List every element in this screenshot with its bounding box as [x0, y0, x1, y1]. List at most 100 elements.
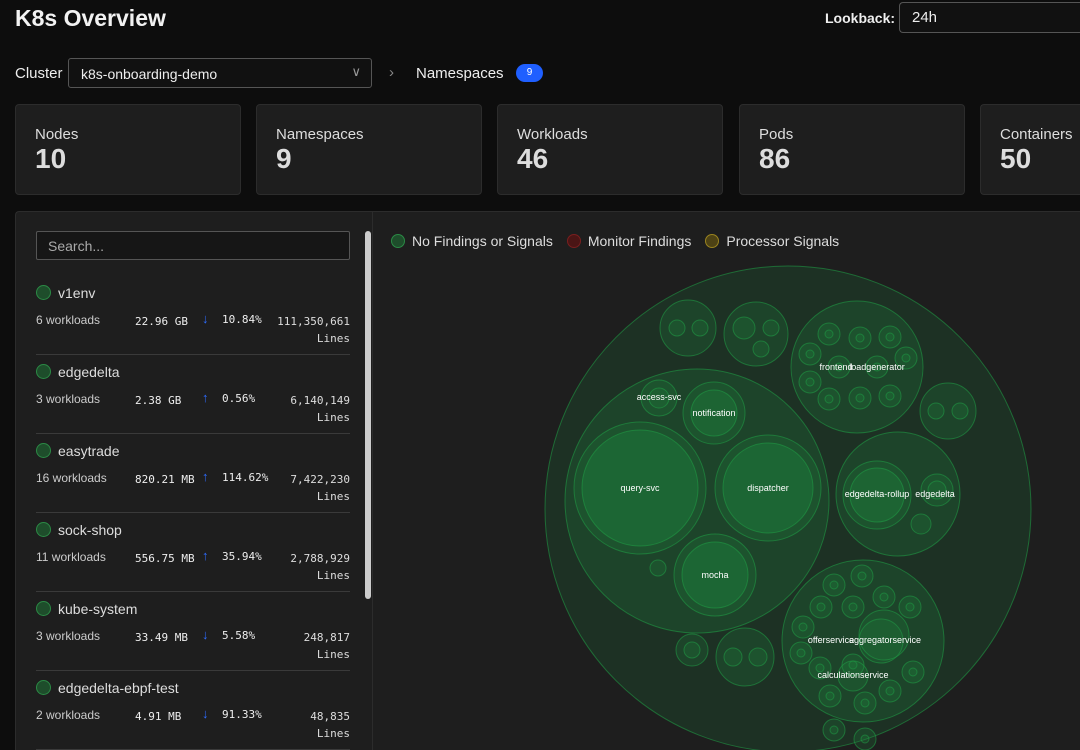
pod-bubble[interactable] [905, 602, 915, 612]
workload-bubble[interactable] [683, 641, 701, 659]
workload-bubble[interactable] [573, 421, 707, 555]
workload-bubble[interactable] [853, 727, 877, 750]
pod-bubble[interactable] [824, 329, 834, 339]
workload-bubble[interactable] [853, 691, 877, 715]
pod-bubble[interactable] [885, 332, 895, 342]
namespace-list-item[interactable]: v1env 6 workloads 22.96 GB ↓ 10.84% 111,… [36, 276, 350, 355]
workload-bubble[interactable] [809, 595, 833, 619]
pod-bubble[interactable] [872, 362, 882, 372]
pod-bubble[interactable] [908, 667, 918, 677]
pod-bubble[interactable] [829, 580, 839, 590]
pod-bubble[interactable] [860, 734, 870, 744]
workload-bubble[interactable] [798, 370, 822, 394]
workload-bubble[interactable] [858, 609, 910, 661]
workload-bubble[interactable] [714, 434, 822, 542]
pod-bubble[interactable] [829, 725, 839, 735]
workload-bubble[interactable] [732, 316, 756, 340]
workload-bubble[interactable] [910, 513, 932, 535]
pod-bubble[interactable] [681, 541, 749, 609]
workload-bubble[interactable] [762, 319, 780, 337]
workload-bubble[interactable] [827, 355, 851, 379]
namespace-bubble[interactable] [835, 431, 961, 557]
pod-bubble[interactable] [798, 622, 808, 632]
pod-bubble[interactable] [885, 686, 895, 696]
namespace-list-item[interactable]: kube-system 3 workloads 33.49 MB ↓ 5.58%… [36, 592, 350, 671]
search-input[interactable] [36, 231, 350, 260]
workload-bubble[interactable] [808, 656, 832, 680]
pod-bubble[interactable] [848, 602, 858, 612]
scrollbar[interactable] [365, 231, 371, 599]
namespace-list-item[interactable]: easytrade 16 workloads 820.21 MB ↑ 114.6… [36, 434, 350, 513]
workload-bubble[interactable] [817, 322, 841, 346]
cluster-select[interactable]: k8s-onboarding-demo ∨ [68, 58, 372, 88]
pod-bubble[interactable] [855, 333, 865, 343]
pod-bubble[interactable] [927, 480, 947, 500]
pod-bubble[interactable] [805, 377, 815, 387]
workload-bubble[interactable] [791, 615, 815, 639]
pod-bubble[interactable] [860, 698, 870, 708]
workload-bubble[interactable] [837, 660, 869, 692]
workload-bubble[interactable] [878, 325, 902, 349]
namespace-bubble[interactable] [675, 633, 709, 667]
pod-bubble[interactable] [805, 349, 815, 359]
workload-bubble[interactable] [691, 319, 709, 337]
workload-bubble[interactable] [649, 559, 667, 577]
workload-bubble[interactable] [723, 647, 743, 667]
workload-bubble[interactable] [682, 381, 746, 445]
workload-bubble[interactable] [842, 460, 912, 530]
workload-bubble[interactable] [848, 326, 872, 350]
pod-bubble[interactable] [824, 394, 834, 404]
pod-bubble[interactable] [815, 663, 825, 673]
workload-bubble[interactable] [865, 355, 889, 379]
pod-bubble[interactable] [857, 571, 867, 581]
workload-bubble[interactable] [798, 342, 822, 366]
workload-bubble[interactable] [927, 402, 945, 420]
workload-bubble[interactable] [673, 533, 757, 617]
workload-bubble[interactable] [640, 379, 678, 417]
workload-bubble[interactable] [817, 387, 841, 411]
workload-bubble[interactable] [752, 340, 770, 358]
workload-bubble[interactable] [818, 684, 842, 708]
pod-bubble[interactable] [796, 648, 806, 658]
namespace-bubble[interactable] [781, 559, 945, 723]
workload-bubble[interactable] [951, 402, 969, 420]
workload-bubble[interactable] [841, 595, 865, 619]
workload-bubble[interactable] [850, 564, 874, 588]
pod-bubble[interactable] [690, 389, 738, 437]
workload-bubble[interactable] [668, 319, 686, 337]
pod-bubble[interactable] [722, 442, 814, 534]
workload-bubble[interactable] [748, 647, 768, 667]
pod-bubble[interactable] [849, 467, 905, 523]
namespace-bubble-chart[interactable]: query-svc dispatcher mocha notification acce… [373, 252, 1080, 750]
pod-bubble[interactable] [855, 393, 865, 403]
namespace-list-item[interactable]: sock-shop 11 workloads 556.75 MB ↑ 35.94… [36, 513, 350, 592]
workload-bubble[interactable] [858, 618, 904, 664]
workload-bubble[interactable] [789, 641, 813, 665]
pod-bubble[interactable] [879, 592, 889, 602]
pod-bubble[interactable] [648, 387, 670, 409]
namespace-bubble[interactable] [723, 301, 789, 367]
workload-bubble[interactable] [848, 386, 872, 410]
workload-bubble[interactable] [901, 660, 925, 684]
namespace-list-item[interactable]: edgedelta 3 workloads 2.38 GB ↑ 0.56% 6,… [36, 355, 350, 434]
workload-bubble[interactable] [920, 473, 954, 507]
pod-bubble[interactable] [825, 691, 835, 701]
namespace-bubble[interactable] [715, 627, 775, 687]
workload-bubble[interactable] [878, 679, 902, 703]
workload-bubble[interactable] [822, 718, 846, 742]
workload-bubble[interactable] [872, 585, 896, 609]
workload-bubble[interactable] [894, 346, 918, 370]
breadcrumb-namespaces[interactable]: Namespaces [416, 65, 504, 82]
pod-bubble[interactable] [834, 362, 844, 372]
namespace-bubble[interactable] [919, 382, 977, 440]
pod-bubble[interactable] [581, 429, 699, 547]
namespace-bubble[interactable] [659, 299, 717, 357]
lookback-select[interactable]: 24h [899, 2, 1080, 33]
workload-bubble[interactable] [898, 595, 922, 619]
workload-bubble[interactable] [878, 384, 902, 408]
pod-bubble[interactable] [885, 391, 895, 401]
namespace-list-item[interactable]: edgedelta-ebpf-test 2 workloads 4.91 MB … [36, 671, 350, 750]
pod-bubble[interactable] [901, 353, 911, 363]
pod-bubble[interactable] [816, 602, 826, 612]
workload-bubble[interactable] [841, 653, 865, 677]
